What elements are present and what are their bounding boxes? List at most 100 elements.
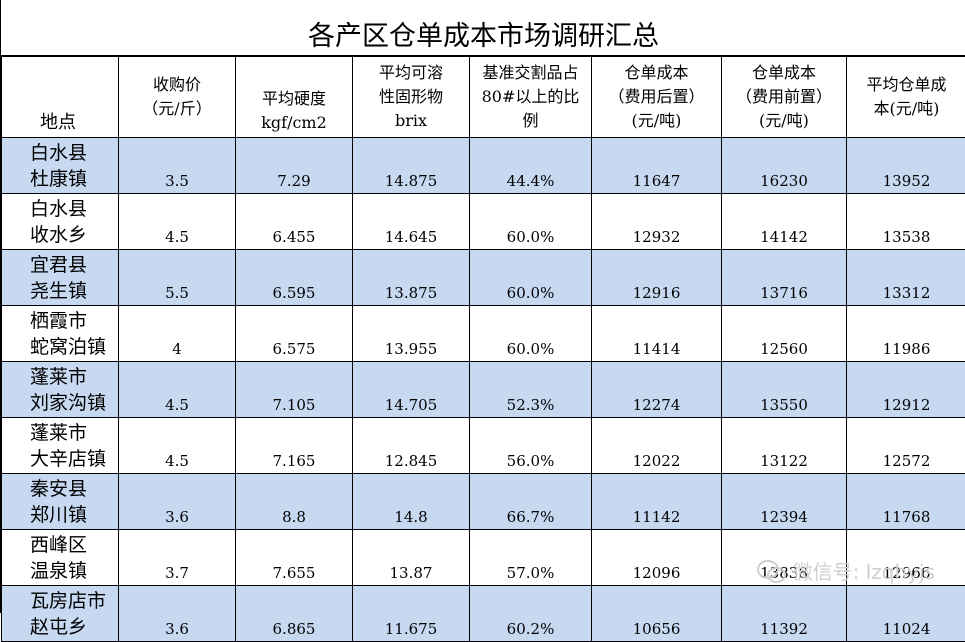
hardness-cell: 7.105 — [236, 362, 353, 418]
header-cost-after-line3: (元/吨) — [592, 109, 721, 133]
page-title: 各产区仓单成本市场调研汇总 — [1, 0, 965, 56]
cost-before-cell: 14142 — [722, 194, 847, 250]
location-county: 蓬莱市 — [30, 364, 118, 390]
location-town: 温泉镇 — [30, 558, 118, 584]
ratio-cell: 44.4% — [470, 138, 592, 194]
hardness-cell: 7.655 — [236, 530, 353, 586]
header-location: 地点 — [2, 57, 119, 138]
ratio-cell: 60.2% — [470, 586, 592, 642]
header-ratio-line3: 例 — [470, 109, 591, 133]
brix-cell: 13.87 — [353, 530, 470, 586]
cost-after-cell: 10656 — [592, 586, 722, 642]
header-avg-cost-line1: 平均仓单成 — [847, 73, 965, 97]
location-county: 瓦房店市 — [30, 588, 118, 614]
location-cell: 白水县杜康镇 — [2, 138, 119, 194]
ratio-cell: 57.0% — [470, 530, 592, 586]
header-brix: 平均可溶 性固形物 brix — [353, 57, 470, 138]
cost-after-cell: 11142 — [592, 474, 722, 530]
header-brix-line1: 平均可溶 — [353, 61, 469, 85]
header-cost-before-line3: (元/吨) — [722, 109, 846, 133]
location-town: 蛇窝泊镇 — [30, 334, 118, 360]
hardness-cell: 6.595 — [236, 250, 353, 306]
header-price: 收购价 （元/斤） — [119, 57, 236, 138]
header-hardness-line1: 平均硬度 — [236, 87, 352, 111]
location-cell: 秦安县郑川镇 — [2, 474, 119, 530]
ratio-cell: 60.0% — [470, 194, 592, 250]
price-cell: 3.6 — [119, 586, 236, 642]
avg-cost-cell: 13312 — [847, 250, 965, 306]
cost-before-cell: 13122 — [722, 418, 847, 474]
header-ratio-line2: 80#以上的比 — [470, 85, 591, 109]
header-cost-before-line1: 仓单成本 — [722, 61, 846, 85]
location-town: 郑川镇 — [30, 502, 118, 528]
cost-after-cell: 12096 — [592, 530, 722, 586]
header-ratio-line1: 基准交割品占 — [470, 61, 591, 85]
wechat-icon — [757, 560, 785, 582]
header-ratio: 基准交割品占 80#以上的比 例 — [470, 57, 592, 138]
price-cell: 5.5 — [119, 250, 236, 306]
hardness-cell: 8.8 — [236, 474, 353, 530]
location-county: 栖霞市 — [30, 308, 118, 334]
cost-after-cell: 12916 — [592, 250, 722, 306]
header-price-line2: （元/斤） — [119, 97, 235, 121]
location-cell: 瓦房店市赵屯乡 — [2, 586, 119, 642]
location-town: 杜康镇 — [30, 166, 118, 192]
price-cell: 3.6 — [119, 474, 236, 530]
location-town: 刘家沟镇 — [30, 390, 118, 416]
location-town: 赵屯乡 — [30, 614, 118, 640]
ratio-cell: 56.0% — [470, 418, 592, 474]
hardness-cell: 7.165 — [236, 418, 353, 474]
location-cell: 白水县收水乡 — [2, 194, 119, 250]
avg-cost-cell: 11024 — [847, 586, 965, 642]
avg-cost-cell: 11768 — [847, 474, 965, 530]
brix-cell: 14.705 — [353, 362, 470, 418]
header-brix-line2: 性固形物 — [353, 85, 469, 109]
data-table: 地点 收购价 （元/斤） 平均硬度 kgf/cm2 平均可溶 性固形物 brix… — [1, 56, 965, 642]
avg-cost-cell: 13952 — [847, 138, 965, 194]
cost-after-cell: 11414 — [592, 306, 722, 362]
price-cell: 4.5 — [119, 362, 236, 418]
avg-cost-cell: 13538 — [847, 194, 965, 250]
avg-cost-cell: 12912 — [847, 362, 965, 418]
price-cell: 4.5 — [119, 418, 236, 474]
brix-cell: 14.8 — [353, 474, 470, 530]
cost-before-cell: 16230 — [722, 138, 847, 194]
ratio-cell: 52.3% — [470, 362, 592, 418]
location-cell: 栖霞市蛇窝泊镇 — [2, 306, 119, 362]
price-cell: 3.5 — [119, 138, 236, 194]
ratio-cell: 66.7% — [470, 474, 592, 530]
spreadsheet: 各产区仓单成本市场调研汇总 地点 收购价 （元/斤） 平均硬度 kgf/cm2 — [0, 0, 965, 613]
header-hardness: 平均硬度 kgf/cm2 — [236, 57, 353, 138]
location-town: 尧生镇 — [30, 278, 118, 304]
cost-before-cell: 12394 — [722, 474, 847, 530]
hardness-cell: 6.455 — [236, 194, 353, 250]
header-cost-after: 仓单成本 （费用后置） (元/吨) — [592, 57, 722, 138]
header-hardness-line2: kgf/cm2 — [236, 111, 352, 135]
cost-after-cell: 11647 — [592, 138, 722, 194]
avg-cost-cell: 11986 — [847, 306, 965, 362]
price-cell: 3.7 — [119, 530, 236, 586]
location-town: 收水乡 — [30, 222, 118, 248]
location-county: 白水县 — [30, 196, 118, 222]
cost-before-cell: 11392 — [722, 586, 847, 642]
cost-after-cell: 12932 — [592, 194, 722, 250]
header-cost-after-line1: 仓单成本 — [592, 61, 721, 85]
cost-after-cell: 12022 — [592, 418, 722, 474]
ratio-cell: 60.0% — [470, 250, 592, 306]
brix-cell: 14.875 — [353, 138, 470, 194]
location-county: 宜君县 — [30, 252, 118, 278]
header-cost-after-line2: （费用后置） — [592, 85, 721, 109]
cost-before-cell: 13716 — [722, 250, 847, 306]
brix-cell: 11.675 — [353, 586, 470, 642]
brix-cell: 14.645 — [353, 194, 470, 250]
cost-after-cell: 12274 — [592, 362, 722, 418]
price-cell: 4 — [119, 306, 236, 362]
hardness-cell: 6.865 — [236, 586, 353, 642]
